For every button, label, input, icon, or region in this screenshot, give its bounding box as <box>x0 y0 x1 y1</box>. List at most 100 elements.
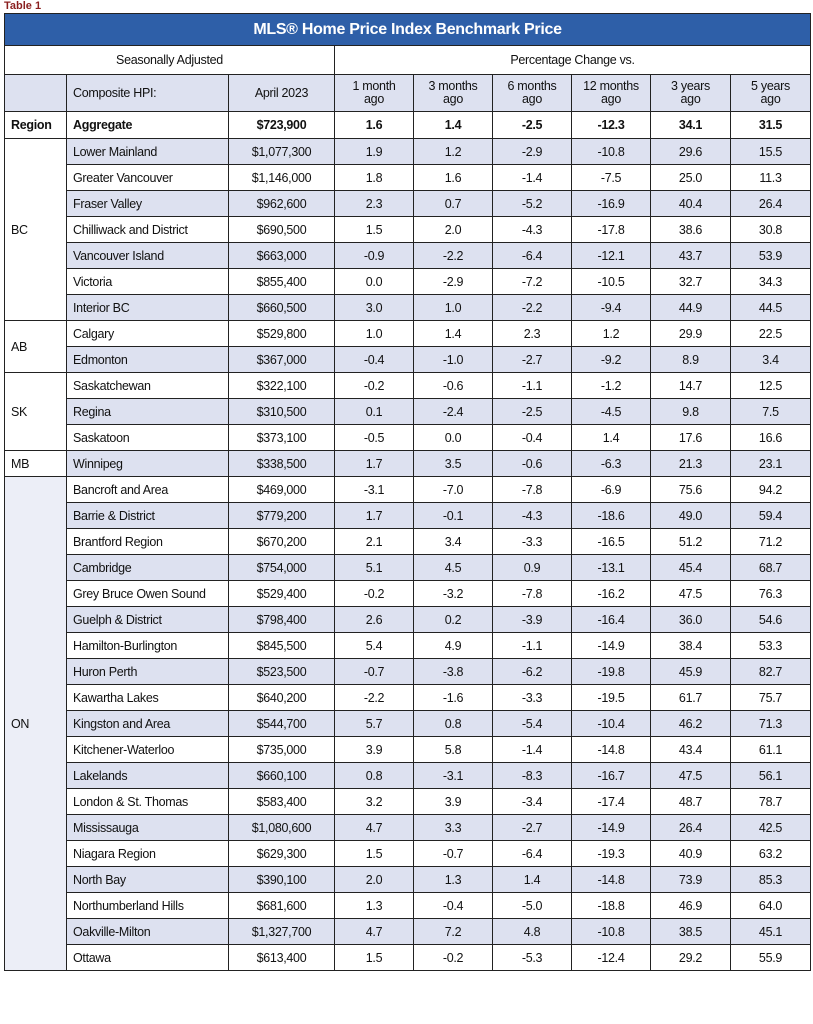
region-cell: BC <box>4 138 67 321</box>
percent-change: 11.3 <box>730 164 811 191</box>
percent-change: -2.7 <box>492 814 572 841</box>
percent-change: -2.9 <box>492 138 572 165</box>
area-name: Saskatchewan <box>66 372 229 399</box>
percent-change: -7.5 <box>571 164 651 191</box>
percent-change: -3.8 <box>413 658 493 685</box>
area-name: Chilliwack and District <box>66 216 229 243</box>
benchmark-price: $962,600 <box>228 190 335 217</box>
percent-change: -3.4 <box>492 788 572 815</box>
percent-change: -7.0 <box>413 476 493 503</box>
percent-change: -17.8 <box>571 216 651 243</box>
region-cell: AB <box>4 320 67 373</box>
col-header: 6 months ago <box>492 74 572 112</box>
percent-change: -6.9 <box>571 476 651 503</box>
table-row: Cambridge $754,000 5.1 4.5 0.9 -13.1 45.4 68.7 <box>5 554 811 581</box>
table-row: Oakville-Milton $1,327,700 4.7 7.2 4.8 -10.8 3… <box>5 918 811 945</box>
col-header: 3 months ago <box>413 74 493 112</box>
area-name: Fraser Valley <box>66 190 229 217</box>
table-row: Northumberland Hills $681,600 1.3 -0.4 -5.0-… <box>5 892 811 919</box>
benchmark-price: $629,300 <box>228 840 335 867</box>
table-row: Niagara Region $629,300 1.5 -0.7 -6.4 -19.3 40… <box>5 840 811 867</box>
percent-change: 3.9 <box>334 736 414 763</box>
percent-change: 2.1 <box>334 528 414 555</box>
benchmark-price: $845,500 <box>228 632 335 659</box>
table-row: Victoria $855,400 0.0 -2.9 -7.2 -10.5 32.7 34.3 <box>5 268 811 295</box>
benchmark-price: $529,800 <box>228 320 335 347</box>
percent-change: 21.3 <box>650 450 731 477</box>
benchmark-price: $690,500 <box>228 216 335 243</box>
benchmark-price: $754,000 <box>228 554 335 581</box>
percent-change: -0.4 <box>334 346 414 373</box>
percent-change: -5.2 <box>492 190 572 217</box>
percent-change: 7.5 <box>730 398 811 425</box>
percent-change: -1.0 <box>413 346 493 373</box>
percent-change: 1.5 <box>334 840 414 867</box>
benchmark-price: $1,077,300 <box>228 138 335 165</box>
percent-change: 1.4 <box>492 866 572 893</box>
benchmark-price: $1,146,000 <box>228 164 335 191</box>
percent-change: 59.4 <box>730 502 811 529</box>
percent-change: 38.4 <box>650 632 731 659</box>
percent-change: 61.7 <box>650 684 731 711</box>
area-name: Huron Perth <box>66 658 229 685</box>
benchmark-price: $855,400 <box>228 268 335 295</box>
area-name: Kingston and Area <box>66 710 229 737</box>
percent-change: 1.6 <box>413 164 493 191</box>
col-header: 3 years ago <box>650 74 731 112</box>
percent-change: 42.5 <box>730 814 811 841</box>
percent-change: 5.4 <box>334 632 414 659</box>
percent-change: 2.3 <box>492 320 572 347</box>
table-row: Edmonton $367,000 -0.4 -1.0 -2.7 -9.2 8.9 3.4 <box>5 346 811 373</box>
percent-change: 1.0 <box>334 320 414 347</box>
percent-change: 29.6 <box>650 138 731 165</box>
percent-change: -14.8 <box>571 736 651 763</box>
percent-change: -2.5 <box>492 398 572 425</box>
table-row: Brantford Region $670,200 2.1 3.4 -3.3 -16.5 5… <box>5 528 811 555</box>
percent-change: -0.6 <box>492 450 572 477</box>
percent-change: 0.8 <box>334 762 414 789</box>
benchmark-price: $1,327,700 <box>228 918 335 945</box>
percent-change: 53.3 <box>730 632 811 659</box>
percent-change: -6.3 <box>571 450 651 477</box>
aggregate-price: $723,900 <box>228 111 335 139</box>
percent-change: -6.4 <box>492 242 572 269</box>
area-name: Edmonton <box>66 346 229 373</box>
percent-change: 48.7 <box>650 788 731 815</box>
date-header: April 2023 <box>228 74 335 112</box>
percent-change: 46.2 <box>650 710 731 737</box>
region-cell: ON <box>4 476 67 971</box>
percent-change: -3.1 <box>334 476 414 503</box>
percent-change: -0.2 <box>413 944 493 971</box>
region-cell: SK <box>4 372 67 451</box>
percent-change: 1.7 <box>334 450 414 477</box>
percent-change: 1.4 <box>413 320 493 347</box>
table-row: Lakelands $660,100 0.8 -3.1 -8.3 -16.7 47.5 56.… <box>5 762 811 789</box>
percent-change: -3.3 <box>492 684 572 711</box>
area-name: Winnipeg <box>66 450 229 477</box>
area-name: Oakville-Milton <box>66 918 229 945</box>
seasonally-adjusted-header: Seasonally Adjusted <box>4 45 335 75</box>
percent-change: 40.9 <box>650 840 731 867</box>
benchmark-price: $523,500 <box>228 658 335 685</box>
benchmark-price: $373,100 <box>228 424 335 451</box>
percent-change: -9.4 <box>571 294 651 321</box>
aggregate-change: 34.1 <box>650 111 731 139</box>
percent-change: 68.7 <box>730 554 811 581</box>
percent-change: 0.7 <box>413 190 493 217</box>
table-row: Regina $310,500 0.1 -2.4 -2.5 -4.5 9.8 7.5 <box>5 398 811 425</box>
percent-change: 45.1 <box>730 918 811 945</box>
area-name: Calgary <box>66 320 229 347</box>
benchmark-price: $367,000 <box>228 346 335 373</box>
table-row: Ottawa $613,400 1.5 -0.2 -5.3 -12.4 29.2 55.9 <box>5 944 811 971</box>
table-row: AB Calgary $529,800 1.0 1.4 2.3 1.2 29.9 22.5 <box>4 320 811 373</box>
percent-change: 14.7 <box>650 372 731 399</box>
percent-change: 1.5 <box>334 944 414 971</box>
table-caption: Table 1 <box>4 0 42 12</box>
percent-change: 49.0 <box>650 502 731 529</box>
percent-change: 61.1 <box>730 736 811 763</box>
percent-change: 1.0 <box>413 294 493 321</box>
percent-change: 17.6 <box>650 424 731 451</box>
percent-change: 12.5 <box>730 372 811 399</box>
percent-change: -1.1 <box>492 632 572 659</box>
percent-change: 78.7 <box>730 788 811 815</box>
